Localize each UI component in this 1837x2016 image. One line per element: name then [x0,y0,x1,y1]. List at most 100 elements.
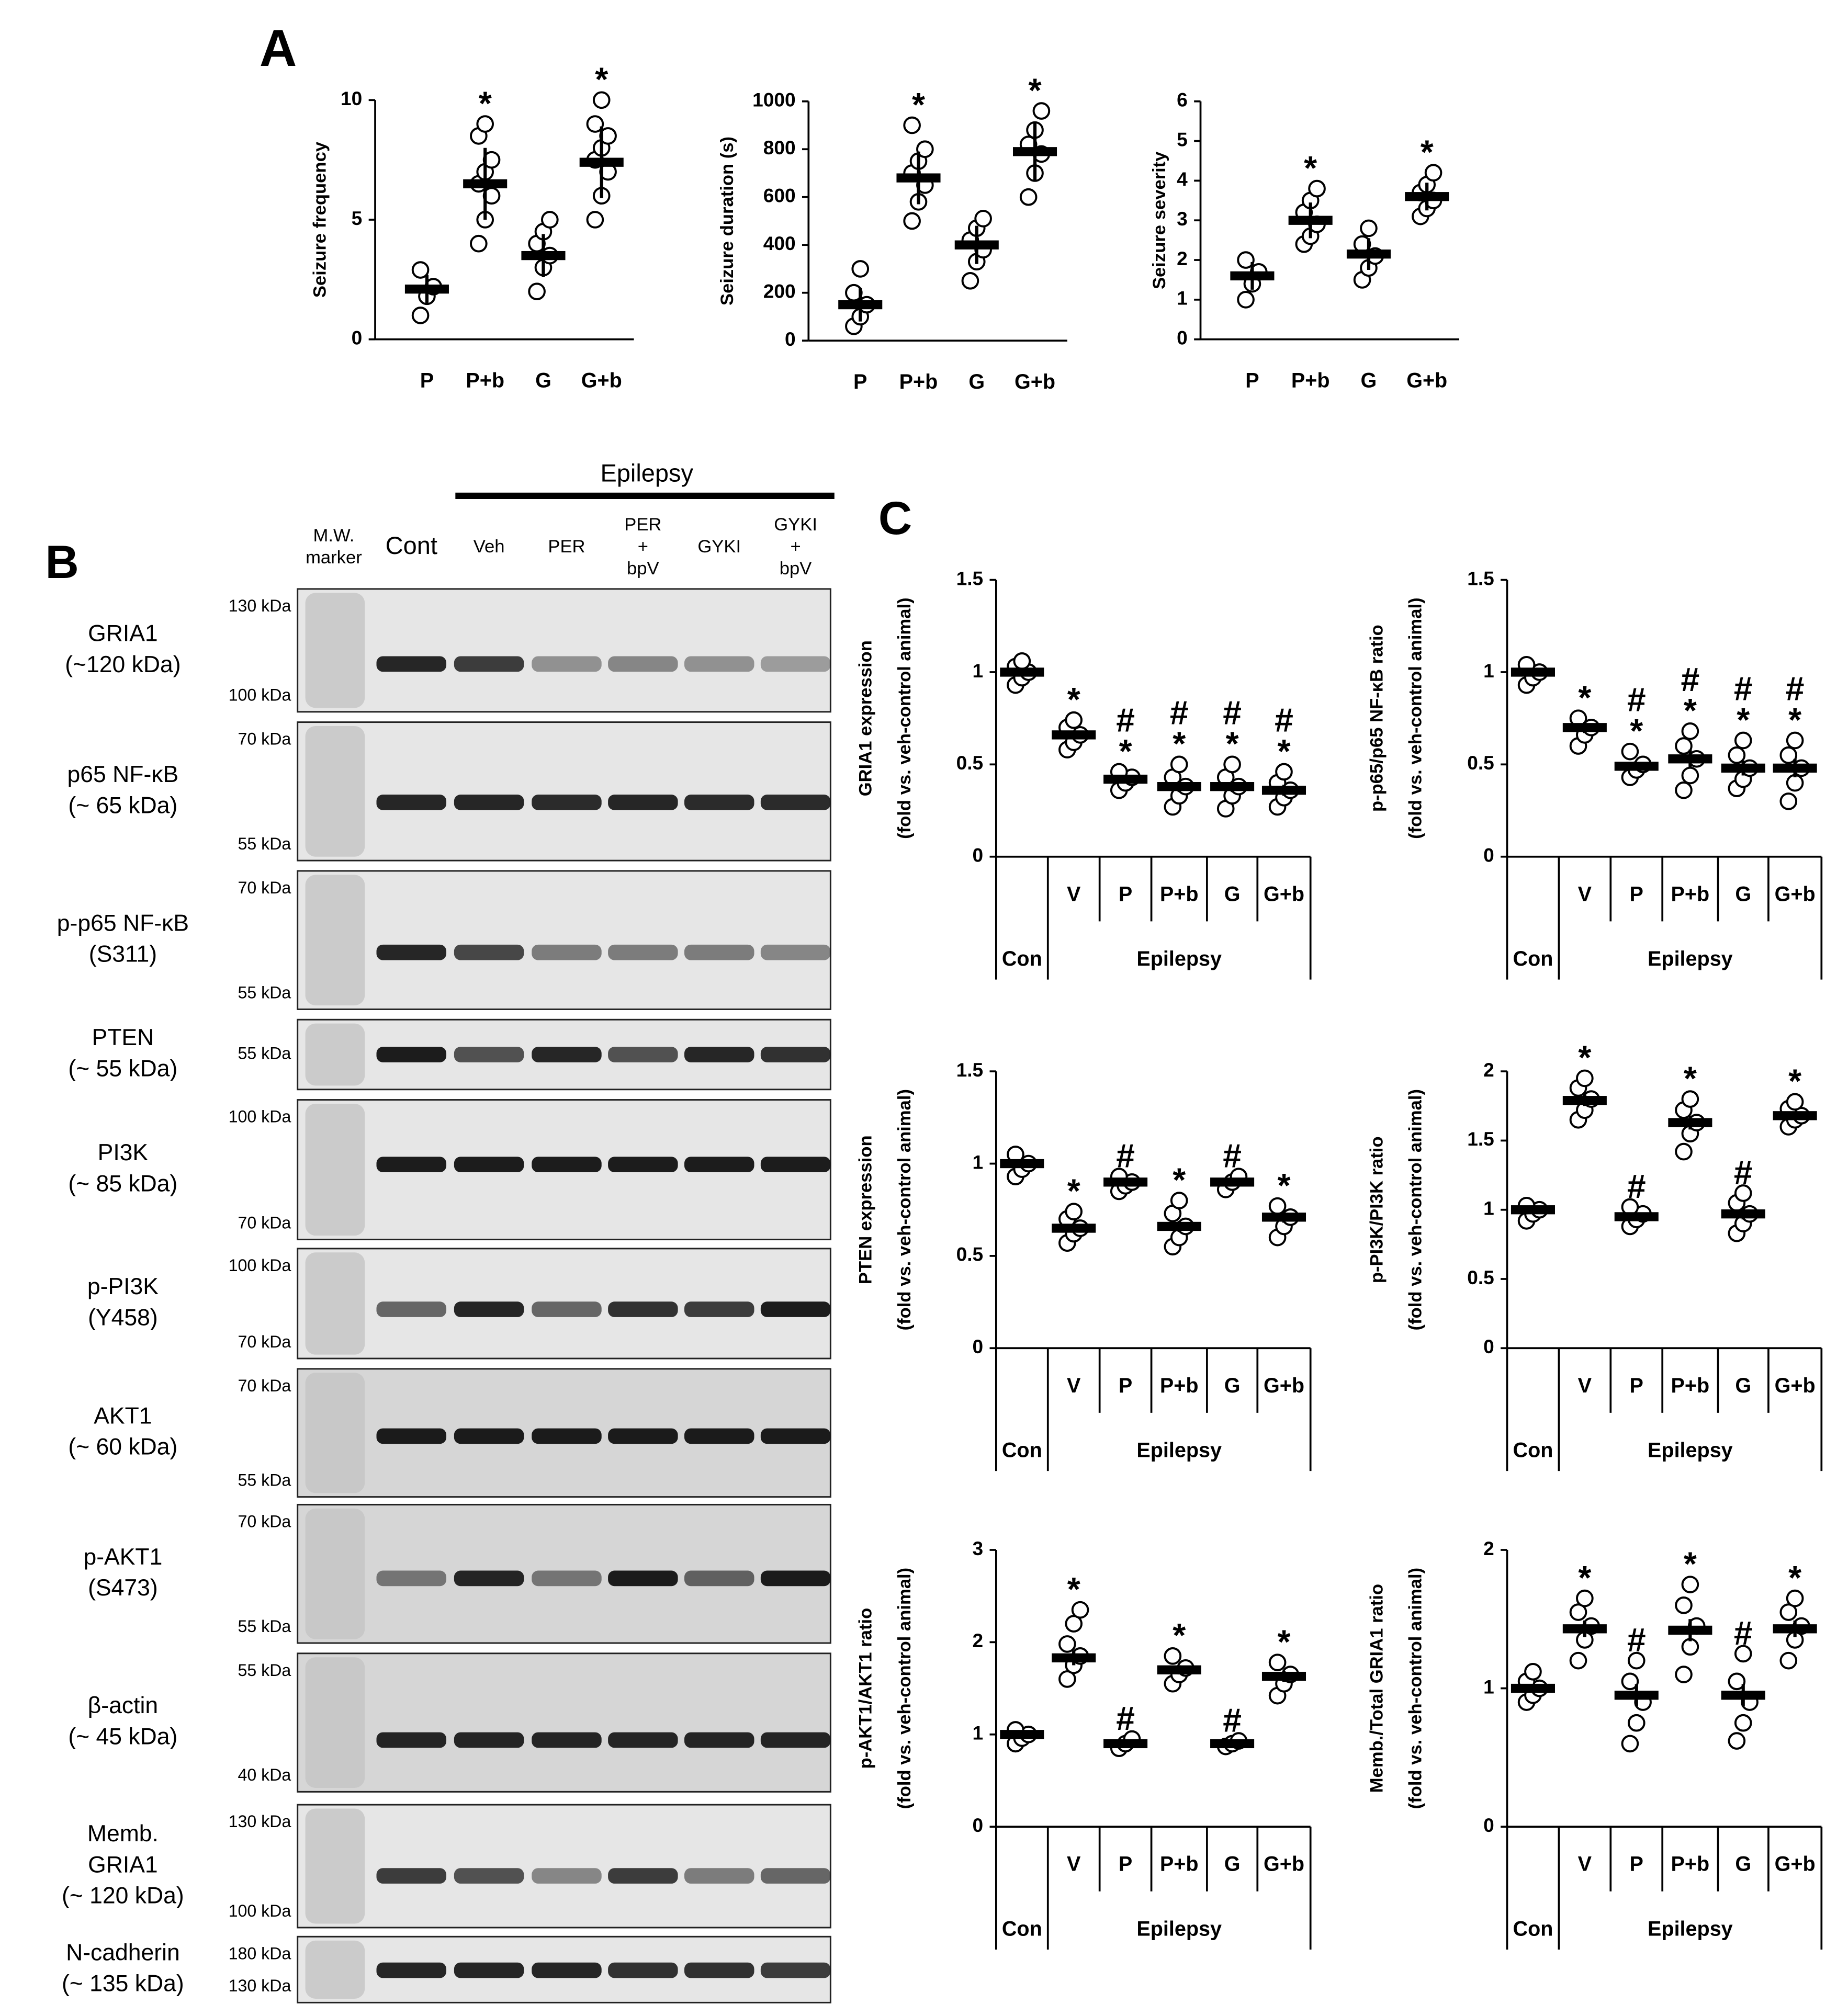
y-tick-label: 10 [341,87,362,109]
mw-label: 55 kDa [238,1044,291,1062]
x-tick-label: Con [1513,1439,1553,1462]
data-point [1675,781,1693,799]
y-axis-label: (fold vs. veh-control animal) [1406,597,1426,839]
mw-label: 70 kDa [238,1213,291,1232]
data-point [1065,1615,1083,1633]
x-tick-label: P [1630,882,1643,905]
band [684,944,754,960]
mean-bar [1614,762,1659,771]
mean-bar [404,284,449,294]
protein-label: p-AKT1 [83,1544,162,1570]
x-tick-label: P [1119,1374,1132,1397]
lane-label: bpV [627,559,659,579]
data-point [916,140,934,158]
protein-label: (~ 85 kDa) [68,1171,177,1196]
mean-bar [1000,667,1044,677]
data-point [1164,1647,1182,1665]
y-tick-label: 5 [1177,128,1188,150]
protein-label: (~120 kDa) [65,652,181,677]
data-point [1627,1651,1646,1670]
band [760,656,831,672]
data-point [1170,755,1188,774]
significance: # [1786,670,1805,708]
band [608,1047,678,1062]
mean-bar [1103,1739,1148,1749]
data-point [1675,1666,1693,1683]
data-point [1237,291,1255,309]
x-tick-label: G [1735,882,1751,905]
data-point [1019,188,1038,206]
significance: * [1277,732,1290,770]
significance: # [1116,1700,1135,1737]
data-point [1681,1090,1699,1108]
data-point [1728,1672,1746,1691]
mw-label: 100 kDa [229,1256,291,1275]
band [454,1428,524,1444]
significance: # [1116,701,1135,739]
x-tick-label: P [1630,1374,1643,1397]
mean-bar [1157,1665,1201,1674]
mw-label: 70 kDa [238,1376,291,1395]
mean-bar [1511,667,1555,677]
data-point [1058,1670,1076,1688]
band [454,1047,524,1062]
y-axis-label: Seizure severity [1149,151,1169,289]
y-axis-label: Seizure frequency [310,141,330,298]
significance: * [1173,1616,1186,1654]
x-tick-label: Con [1002,1439,1042,1462]
band [760,1868,831,1884]
data-point [1058,1635,1076,1653]
mean-bar [1614,1212,1659,1221]
y-tick-label: 0.5 [956,752,984,774]
x-tick-label: G+b [1775,882,1816,905]
data-point [1675,1596,1693,1614]
data-point [1786,1093,1804,1111]
band [532,1047,602,1062]
blot-frame [297,870,831,1010]
marker-lane [305,1373,365,1493]
data-point [1786,1589,1804,1607]
x-tick-label: G [1224,1853,1241,1876]
data-point [1675,1142,1693,1161]
significance: * [1277,1166,1290,1204]
mean-bar [1721,1209,1765,1219]
mean-bar [1210,1177,1255,1187]
mean-bar [1052,730,1096,740]
marker-lane [305,875,365,1006]
data-point [1734,731,1752,750]
x-tick-label: G+b [1264,1374,1304,1397]
lane-label: PER [624,515,661,535]
y-tick-label: 0 [973,1335,984,1357]
panel-label: A [260,19,297,77]
band [684,656,754,672]
blot-frame [297,721,831,862]
x-tick-label: P [420,369,434,392]
x-tick-label: P+b [1671,882,1710,905]
mw-label: 55 kDa [238,983,291,1002]
y-tick-label: 0 [1483,844,1494,866]
mean-bar [1668,1118,1712,1127]
y-tick-label: 1.5 [956,567,984,589]
protein-label: (~ 65 kDa) [68,792,177,818]
protein-label: PI3K [98,1140,149,1165]
group-label: Epilepsy [1136,1917,1222,1940]
x-tick-label: P+b [1291,369,1330,392]
x-tick-label: P+b [1671,1374,1710,1397]
y-tick-label: 2 [1483,1059,1494,1081]
y-tick-label: 1 [973,660,984,682]
protein-label: p-p65 NF-κB [57,910,189,936]
protein-label: p65 NF-κB [67,762,179,787]
band [532,1962,602,1978]
significance: * [1684,692,1697,729]
significance: * [1067,1570,1080,1608]
y-tick-label: 0 [785,328,796,350]
significance: * [1578,679,1591,717]
significance: * [1737,701,1750,739]
y-tick-label: 0 [1177,326,1188,348]
mean-bar [1230,271,1275,281]
band [376,944,447,960]
band [760,1047,831,1062]
mean-bar [1261,786,1306,795]
band [760,795,831,810]
significance: # [1734,1614,1753,1652]
